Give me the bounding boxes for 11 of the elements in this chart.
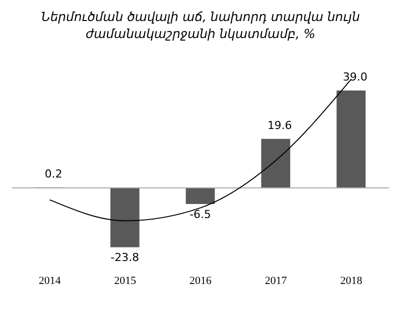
x-tick-label: 2017 xyxy=(264,274,288,287)
data-label: -6.5 xyxy=(190,208,212,222)
x-tick-label: 2018 xyxy=(340,274,363,287)
data-label: 39.0 xyxy=(342,70,368,84)
x-tick-label: 2015 xyxy=(114,274,137,287)
x-tick-label: 2014 xyxy=(38,274,62,287)
data-label: 0.2 xyxy=(44,167,62,180)
data-label: -23.8 xyxy=(110,251,140,264)
chart-title: Ներմուծման ծավալի աճ, նախորդ տարվա նույն ժամանակաշրջանի նկատմամբ, % xyxy=(40,8,361,42)
x-tick-label: 2016 xyxy=(190,274,212,287)
data-label: 19.6 xyxy=(267,118,292,132)
